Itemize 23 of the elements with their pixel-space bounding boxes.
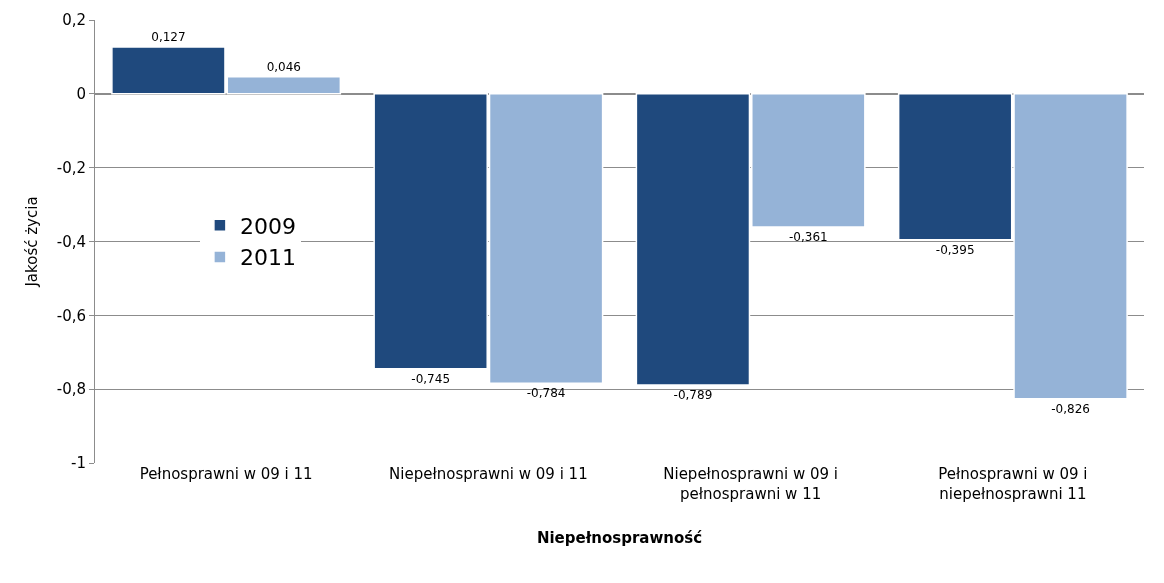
data-label: -0,826 <box>1051 401 1090 416</box>
x-tick-label: Pełnosprawni w 09 i niepełnosprawni 11 <box>938 465 1088 503</box>
x-tick-label: Niepełnosprawni w 09 i pełnosprawni w 11 <box>663 465 839 503</box>
y-tick-label: 0,2 <box>62 11 86 30</box>
data-label: -0,361 <box>788 230 828 245</box>
data-label: -0,784 <box>526 386 566 401</box>
data-label: 0,046 <box>266 59 301 74</box>
y-tick-label: -0,2 <box>56 158 86 177</box>
y-tick-label: -0,8 <box>56 380 86 399</box>
y-tick-label: -0,6 <box>56 306 86 325</box>
x-tick-label: Pełnosprawni w 09 i 11 <box>139 465 313 483</box>
data-label: -0,745 <box>411 371 451 386</box>
legend-label: 2011 <box>239 245 296 271</box>
y-tick-label: -0,4 <box>56 232 86 251</box>
y-axis-title: Jakość życia <box>22 196 41 288</box>
y-tick-label: -1 <box>71 454 86 473</box>
data-label: 0,127 <box>151 29 186 44</box>
data-label: -0,395 <box>935 242 975 257</box>
y-tick-label: 0 <box>76 85 86 104</box>
legend-label: 2009 <box>239 213 296 239</box>
data-label: -0,789 <box>673 388 713 403</box>
x-axis-title: Niepełnosprawność <box>536 528 703 547</box>
x-tick-label: Niepełnosprawni w 09 i 11 <box>389 465 588 483</box>
